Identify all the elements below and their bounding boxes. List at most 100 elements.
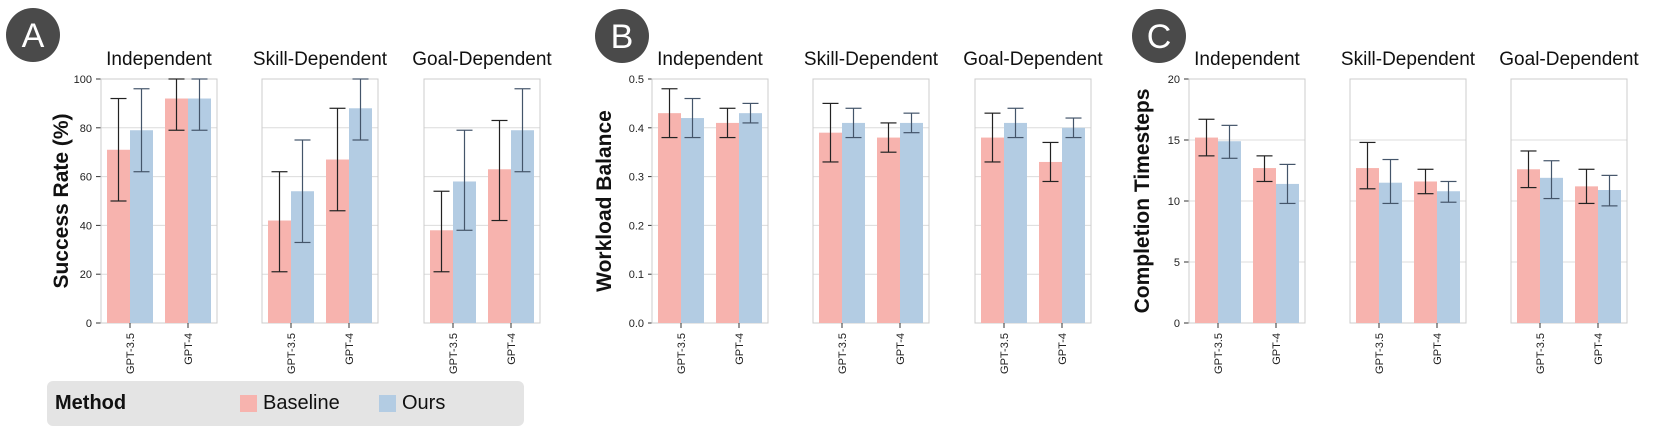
bar-ours-gpt-4 xyxy=(900,122,923,323)
panel-letter-badge-a xyxy=(6,8,60,62)
panel-letter-c: C xyxy=(1147,18,1172,56)
y-tick-label-a: 100 xyxy=(74,74,92,86)
bar-ours-gpt-3.5 xyxy=(1004,122,1027,323)
y-tick-label-b: 0.0 xyxy=(629,318,644,330)
bar-baseline-gpt-4 xyxy=(1253,168,1276,323)
bar-baseline-gpt-4 xyxy=(1575,186,1598,323)
facet-frame xyxy=(423,78,541,324)
x-tick-label-gpt-3.5: GPT-3.5 xyxy=(286,333,298,374)
facet-b-1: Independent GPT-3.5 GPT-4 xyxy=(651,49,769,374)
y-axis-label-a: Success Rate (%) xyxy=(50,113,73,288)
x-tick-label-gpt-3.5: GPT-3.5 xyxy=(1213,333,1225,374)
facet-frame xyxy=(1188,78,1306,324)
chart-panel-b: B Workload Balance 0.0 0.1 0.2 0.3 0.4 0.5 Indep… xyxy=(593,9,1103,374)
x-tick-label-gpt-3.5: GPT-3.5 xyxy=(1374,333,1386,374)
x-tick-label-gpt-3.5: GPT-3.5 xyxy=(448,333,460,374)
facet-frame xyxy=(812,78,930,324)
bar-ours-gpt-3.5 xyxy=(291,191,314,323)
facet-frame xyxy=(1349,78,1467,324)
facet-title: Goal-Dependent xyxy=(963,49,1103,70)
y-tick-label-b: 0.5 xyxy=(629,74,644,86)
facet-c-3: Goal-Dependent GPT-3.5 GPT-4 xyxy=(1499,49,1639,374)
bar-baseline-gpt-4 xyxy=(877,137,900,323)
bar-ours-gpt-4 xyxy=(511,130,534,323)
y-tick-label-b: 0.4 xyxy=(629,123,644,135)
bar-ours-gpt-3.5 xyxy=(1218,141,1241,323)
facet-c-1: Independent GPT-3.5 GPT-4 xyxy=(1188,49,1306,374)
bar-baseline-gpt-3.5 xyxy=(1195,137,1218,323)
x-tick-label-gpt-3.5: GPT-3.5 xyxy=(125,333,137,374)
legend-label-baseline: Baseline xyxy=(263,392,340,414)
bar-ours-gpt-4 xyxy=(1437,191,1460,323)
legend: Method Baseline Ours xyxy=(47,381,524,426)
y-tick-label-a: 0 xyxy=(86,318,92,330)
bar-baseline-gpt-3.5 xyxy=(1517,169,1540,323)
y-tick-label-c: 10 xyxy=(1168,196,1180,208)
x-tick-label-gpt-4: GPT-4 xyxy=(895,333,907,365)
y-tick-label-c: 5 xyxy=(1174,257,1180,269)
x-tick-label-gpt-4: GPT-4 xyxy=(734,333,746,365)
facet-b-2: Skill-Dependent GPT-3.5 GPT-4 xyxy=(804,49,939,374)
bar-ours-gpt-3.5 xyxy=(1540,177,1563,323)
bar-ours-gpt-3.5 xyxy=(130,130,153,323)
bar-ours-gpt-3.5 xyxy=(453,181,476,323)
x-tick-label-gpt-4: GPT-4 xyxy=(344,333,356,365)
panel-letter-b: B xyxy=(611,18,634,56)
legend-title: Method xyxy=(55,392,127,414)
x-tick-label-gpt-3.5: GPT-3.5 xyxy=(999,333,1011,374)
legend-swatch-baseline xyxy=(240,395,257,412)
bar-ours-gpt-4 xyxy=(1062,127,1085,323)
chart-panel-c: C Completion Timesteps 0 5 10 15 20 Independent… xyxy=(1131,9,1639,374)
x-tick-label-gpt-4: GPT-4 xyxy=(183,333,195,365)
facet-title: Independent xyxy=(106,49,212,70)
bar-baseline-gpt-4 xyxy=(326,159,349,323)
legend-label-ours: Ours xyxy=(402,392,446,414)
y-tick-label-c: 15 xyxy=(1168,135,1180,147)
bar-ours-gpt-3.5 xyxy=(842,122,865,323)
y-axis-label-b: Workload Balance xyxy=(593,110,616,292)
x-tick-label-gpt-4: GPT-4 xyxy=(1271,333,1283,365)
legend-item-baseline: Baseline xyxy=(240,392,340,415)
facet-frame xyxy=(261,78,379,324)
x-tick-label-gpt-3.5: GPT-3.5 xyxy=(676,333,688,374)
y-tick-label-c: 0 xyxy=(1174,318,1180,330)
legend-item-ours: Ours xyxy=(379,392,445,415)
facet-c-2: Skill-Dependent GPT-3.5 GPT-4 xyxy=(1341,49,1476,374)
bar-ours-gpt-4 xyxy=(349,108,372,323)
facet-title: Goal-Dependent xyxy=(412,49,552,70)
bar-baseline-gpt-4 xyxy=(488,169,511,323)
bar-baseline-gpt-3.5 xyxy=(430,230,453,323)
bar-ours-gpt-4 xyxy=(1598,190,1621,323)
y-axis-label-c: Completion Timesteps xyxy=(1131,89,1154,314)
y-tick-label-a: 60 xyxy=(80,172,92,184)
facet-title: Independent xyxy=(1194,49,1300,70)
bar-ours-gpt-3.5 xyxy=(681,118,704,323)
y-tick-label-b: 0.2 xyxy=(629,220,644,232)
bar-baseline-gpt-3.5 xyxy=(107,149,130,323)
legend-swatch-ours xyxy=(379,395,396,412)
x-tick-label-gpt-3.5: GPT-3.5 xyxy=(837,333,849,374)
panel-letter-a: A xyxy=(22,17,45,55)
facet-b-3: Goal-Dependent GPT-3.5 GPT-4 xyxy=(963,49,1103,374)
bar-baseline-gpt-3.5 xyxy=(819,132,842,323)
facet-frame xyxy=(100,78,218,324)
facet-title: Independent xyxy=(657,49,763,70)
y-tick-label-b: 0.3 xyxy=(629,172,644,184)
facet-frame xyxy=(651,78,769,324)
panel-letter-badge-c xyxy=(1132,9,1186,63)
panel-letter-badge-b xyxy=(595,9,649,63)
bar-ours-gpt-3.5 xyxy=(1379,182,1402,323)
bar-baseline-gpt-4 xyxy=(165,98,188,324)
bar-ours-gpt-4 xyxy=(1276,183,1299,323)
bar-baseline-gpt-3.5 xyxy=(658,113,681,323)
bar-baseline-gpt-4 xyxy=(1039,161,1062,323)
y-tick-label-a: 80 xyxy=(80,123,92,135)
facet-title: Goal-Dependent xyxy=(1499,49,1639,70)
y-tick-label-c: 20 xyxy=(1168,74,1180,86)
x-tick-label-gpt-4: GPT-4 xyxy=(1432,333,1444,365)
y-tick-label-b: 0.1 xyxy=(629,269,644,281)
x-tick-label-gpt-4: GPT-4 xyxy=(1593,333,1605,365)
facet-title: Skill-Dependent xyxy=(253,49,388,70)
facet-frame xyxy=(974,78,1092,324)
